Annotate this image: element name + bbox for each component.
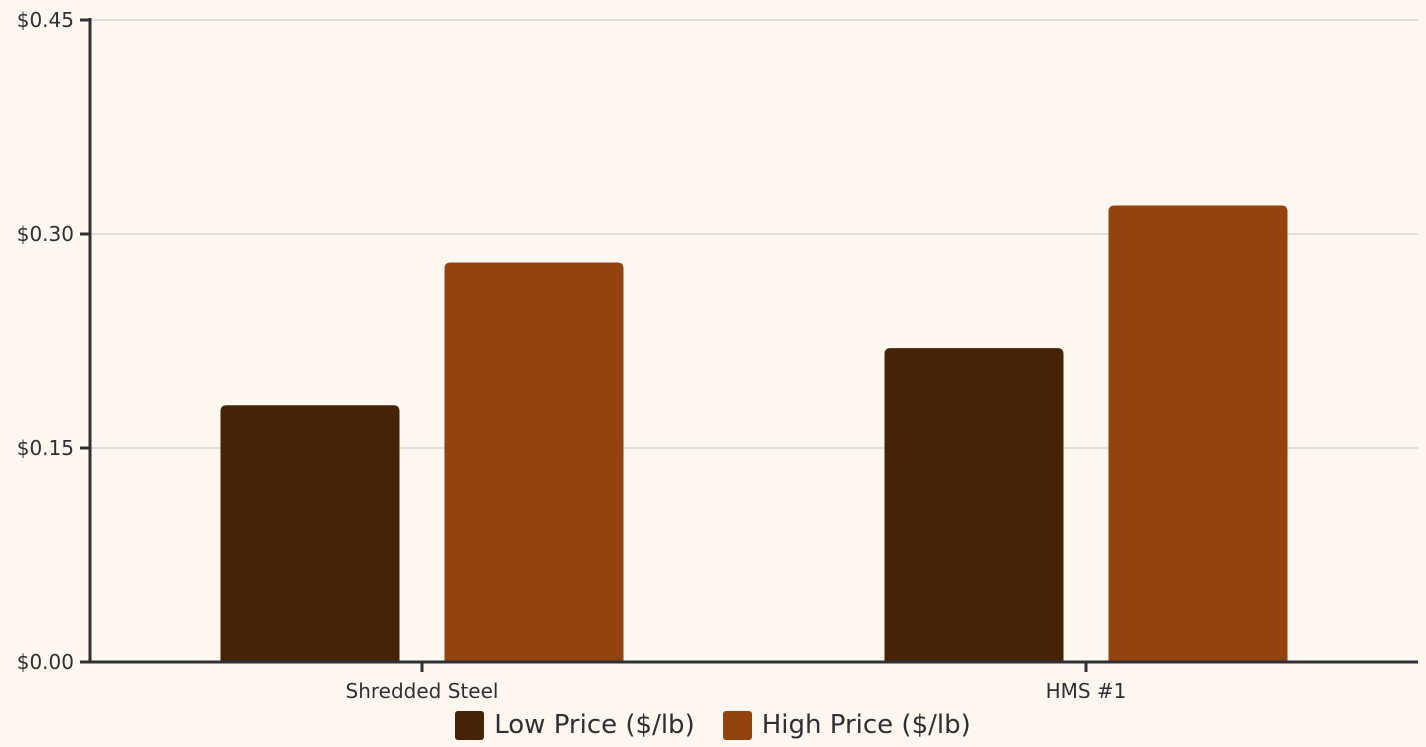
legend-item-high-price[interactable]: High Price ($/lb) xyxy=(722,710,971,740)
legend-item-low-price[interactable]: Low Price ($/lb) xyxy=(455,710,695,740)
legend: Low Price ($/lb) High Price ($/lb) xyxy=(0,703,1426,747)
bars xyxy=(220,205,1288,662)
tick-labels: $0.00 $0.15 $0.30 $0.45 Shredded Steel HMS #1 xyxy=(17,8,1127,703)
legend-swatch-high-price xyxy=(722,710,752,740)
y-tick-label: $0.30 xyxy=(17,222,74,246)
legend-label-high-price: High Price ($/lb) xyxy=(761,710,971,740)
axes xyxy=(80,18,1418,672)
x-tick-label: HMS #1 xyxy=(1046,679,1127,703)
bar xyxy=(444,262,624,662)
y-tick-label: $0.15 xyxy=(17,436,74,460)
x-tick-label: Shredded Steel xyxy=(346,679,499,703)
y-tick-label: $0.45 xyxy=(17,8,74,32)
bar xyxy=(1108,205,1288,662)
bar xyxy=(220,405,400,662)
bar-chart: $0.00 $0.15 $0.30 $0.45 Shredded Steel HMS #1 xyxy=(17,8,1418,703)
legend-swatch-low-price xyxy=(455,710,485,740)
legend-label-low-price: Low Price ($/lb) xyxy=(494,710,695,740)
y-tick-label: $0.00 xyxy=(17,650,74,674)
bar xyxy=(884,348,1064,662)
